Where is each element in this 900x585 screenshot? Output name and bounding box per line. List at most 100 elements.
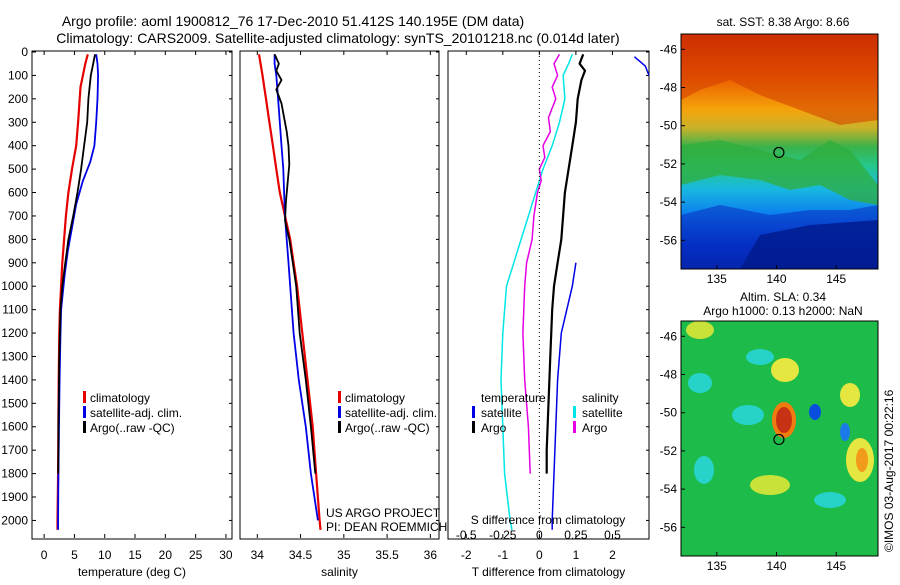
series-line-argo-raw-qc- xyxy=(57,54,96,474)
s-difference-axis-label: S difference from climatology xyxy=(471,513,626,527)
legend-label-satellite: satellite-adj. clim. xyxy=(345,406,437,420)
x-tick-label: 1 xyxy=(573,548,580,562)
depth-tick-label: 500 xyxy=(8,162,28,176)
legend-title-salinity: salinity xyxy=(582,391,619,405)
map-y-tick-label: -48 xyxy=(660,80,678,94)
x-tick-label: 20 xyxy=(159,548,173,562)
x-tick-label: -2 xyxy=(461,548,472,562)
map-x-tick-label: 140 xyxy=(766,272,786,286)
map-y-tick-label: -46 xyxy=(660,42,678,56)
map-y-tick-label: -50 xyxy=(660,119,678,133)
s-difference-tick-label: -0.5 xyxy=(456,528,477,542)
sst-warm-patch xyxy=(681,34,878,125)
legend-label-temp-argo: Argo xyxy=(481,421,507,435)
sla-blue-blob xyxy=(809,404,821,420)
x-tick-label: 36 xyxy=(424,548,438,562)
map-y-tick-label: -48 xyxy=(660,367,678,381)
sla-map-frame xyxy=(680,320,879,557)
series-line-argo-salinity- xyxy=(522,53,561,474)
s-difference-tick-label: 0.25 xyxy=(564,528,588,542)
depth-tick-label: 1400 xyxy=(1,373,28,387)
sla-argo-location-marker xyxy=(773,433,785,446)
map-y-tick-label: -46 xyxy=(660,329,678,343)
s-difference-tick-label: 0 xyxy=(536,528,543,542)
depth-tick-label: 400 xyxy=(8,139,28,153)
sst-cold-core xyxy=(740,220,878,269)
legend-label-climatology: climatology xyxy=(345,391,405,405)
figure-title-line2: Climatology: CARS2009. Satellite-adjuste… xyxy=(56,30,619,46)
legend-swatch-sal-argo xyxy=(573,421,576,433)
sla-yellow-blob xyxy=(771,358,799,382)
sla-cyan-blob xyxy=(732,405,764,425)
salinity-panel-frame xyxy=(239,50,440,540)
x-tick-label: 0 xyxy=(536,548,543,562)
legend-swatch-satellite xyxy=(83,406,86,418)
temperature-legend: climatology satellite-adj. clim. Argo(..… xyxy=(83,391,182,435)
sst-argo-location-marker xyxy=(773,146,785,159)
map-x-tick-label: 135 xyxy=(707,272,727,286)
profile-lines xyxy=(56,53,650,530)
depth-tick-label: 200 xyxy=(8,92,28,106)
x-tick-label: 34.5 xyxy=(289,548,313,562)
series-line-satellite xyxy=(633,56,650,76)
x-tick-label: 30 xyxy=(219,548,233,562)
sla-blobs xyxy=(686,321,874,508)
depth-tick-label: 1300 xyxy=(1,349,28,363)
legend-label-sal-satellite: satellite xyxy=(582,406,623,420)
x-axis-label: T difference from climatology xyxy=(472,565,626,579)
x-axis-label: temperature (deg C) xyxy=(78,565,186,579)
map-x-tick-label: 135 xyxy=(707,559,727,573)
s-difference-tick-label: 0.5 xyxy=(604,528,621,542)
x-tick-label: 35 xyxy=(337,548,351,562)
depth-tick-label: 900 xyxy=(8,256,28,270)
depth-tick-label: 1900 xyxy=(1,490,28,504)
series-line-argo-raw-qc- xyxy=(273,53,317,474)
legend-swatch-satellite xyxy=(338,406,341,418)
legend-swatch-argo xyxy=(83,421,86,433)
sst-front-green xyxy=(681,140,878,205)
depth-tick-label: 700 xyxy=(8,209,28,223)
x-tick-label: 0 xyxy=(41,548,48,562)
x-tick-label: 2 xyxy=(609,548,616,562)
legend-label-temp-satellite: satellite xyxy=(481,406,522,420)
depth-tick-label: 1200 xyxy=(1,326,28,340)
sla-blue-blob xyxy=(840,423,850,441)
sla-orange-patch xyxy=(856,448,868,472)
sla-red-eddy-core xyxy=(776,407,792,433)
x-tick-label: 25 xyxy=(189,548,203,562)
x-tick-label: 35.5 xyxy=(375,548,399,562)
sla-cyan-blob xyxy=(746,349,774,365)
depth-tick-label: 600 xyxy=(8,186,28,200)
map-y-tick-label: -52 xyxy=(660,444,678,458)
map-y-tick-label: -54 xyxy=(660,195,678,209)
difference-panel-frame xyxy=(447,50,650,540)
figure-title-line1: Argo profile: aoml 1900812_76 17-Dec-201… xyxy=(62,13,524,29)
x-tick-label: 5 xyxy=(71,548,78,562)
map-x-tick-label: 145 xyxy=(826,559,846,573)
map-x-tick-label: 140 xyxy=(766,559,786,573)
depth-tick-label: 1600 xyxy=(1,420,28,434)
difference-legend: temperature salinity satellite Argo sate… xyxy=(472,391,623,435)
temperature-panel-frame xyxy=(31,50,233,540)
sla-map-axes: 135 140 145 -46 -48 -50 -52 -54 -56 xyxy=(660,329,847,573)
salinity-legend: climatology satellite-adj. clim. Argo(..… xyxy=(338,391,437,435)
legend-label-argo: Argo(..raw -QC) xyxy=(90,421,175,435)
depth-tick-label: 1000 xyxy=(1,279,28,293)
legend-swatch-temp-satellite xyxy=(472,406,475,418)
depth-tick-label: 2000 xyxy=(1,513,28,527)
sla-yellow-blob xyxy=(840,383,860,407)
depth-tick-label: 1100 xyxy=(2,303,28,317)
pi-credit: PI: DEAN ROEMMICH xyxy=(326,520,447,534)
legend-title-temperature: temperature xyxy=(481,391,546,405)
legend-label-sal-argo: Argo xyxy=(582,421,608,435)
legend-swatch-sal-satellite xyxy=(573,406,576,418)
depth-tick-label: 1500 xyxy=(1,396,28,410)
series-line-satellite-salinity- xyxy=(500,54,573,530)
map-y-tick-label: -50 xyxy=(660,406,678,420)
legend-swatch-climatology xyxy=(338,391,341,403)
legend-swatch-climatology xyxy=(83,391,86,403)
legend-label-satellite: satellite-adj. clim. xyxy=(90,406,182,420)
map-y-tick-label: -56 xyxy=(660,233,678,247)
sst-map-title: sat. SST: 8.38 Argo: 8.66 xyxy=(717,15,850,29)
sst-map-frame xyxy=(680,33,879,270)
